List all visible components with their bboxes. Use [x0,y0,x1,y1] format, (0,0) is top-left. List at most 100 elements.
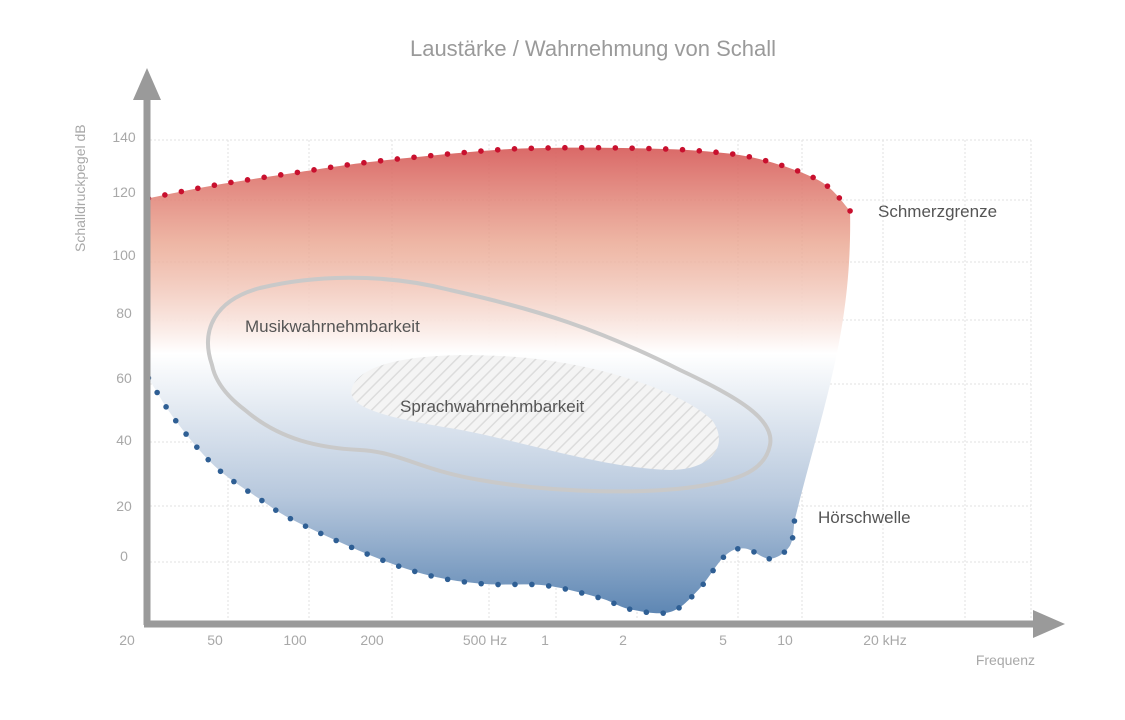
hearing-threshold-point [163,404,169,410]
x-tick-label: 50 [207,632,223,648]
x-tick-label: 200 [360,632,384,648]
pain-threshold-point [679,146,686,153]
pain-threshold-point [824,183,831,189]
pain-threshold-point [713,149,719,156]
x-tick-label: 20 [119,632,135,648]
hearing-threshold-point [154,389,160,396]
x-tick-label: 500 Hz [463,632,507,648]
pain-threshold-point [244,177,251,183]
x-axis-arrow-icon [1033,610,1065,638]
pain-threshold-point [545,145,551,151]
hearing-threshold-point [529,581,535,588]
hearing-threshold-point [348,544,355,551]
hearing-threshold-point [700,581,707,588]
hearing-threshold-point [364,551,370,557]
hearing-threshold-point [734,545,741,552]
pain-threshold-point [696,148,703,154]
x-tick-label: 10 [777,632,793,648]
pain-threshold-point [311,167,317,173]
hearing-threshold-point [380,557,386,564]
pain-threshold-point [612,145,619,151]
pain-threshold-point [478,148,484,154]
hearing-threshold-point [333,537,339,544]
pain-threshold-point [195,185,201,192]
hearing-threshold-point [643,609,650,616]
hearing-threshold-point [626,606,633,612]
pain-threshold-point [377,157,384,164]
hearing-threshold-point [272,507,279,513]
pain-threshold-point [461,149,468,156]
hearing-threshold-point [428,573,434,579]
pain-threshold-point [562,144,568,151]
hearing-threshold-point [318,530,324,537]
pain-threshold-point [178,188,185,195]
pain-threshold-point [794,168,801,174]
pain-threshold-point [361,159,367,166]
hearing-threshold-line [145,375,798,616]
pain-threshold-point [327,164,334,171]
hearing-threshold-point [495,581,501,588]
y-axis-arrow-icon [133,68,161,100]
x-tick-label: 20 kHz [863,632,907,648]
y-tick-label: 140 [112,129,136,145]
hearing-threshold-point [688,593,695,600]
hearing-threshold-point [710,567,716,574]
pain-threshold-label: Schmerzgrenze [878,202,997,221]
y-tick-label: 40 [116,432,132,448]
pain-threshold-point [762,157,769,164]
hearing-threshold-point [751,549,757,555]
hearing-threshold-point [205,456,211,463]
pain-threshold-point [394,156,401,162]
y-tick-label: 80 [116,305,132,321]
x-tick-label: 2 [619,632,627,648]
hearing-threshold-point [172,417,179,424]
pain-threshold-point [444,151,451,157]
music-region [206,275,773,494]
pain-threshold-line [145,144,853,214]
music-region-label: Musikwahrnehmbarkeit [245,317,420,336]
pain-threshold-point [494,146,501,153]
y-axis-label: Schalldruckpegel dB [72,124,88,252]
pain-threshold-point [528,145,535,152]
hearing-threshold-point [512,581,518,588]
hearing-threshold-label: Hörschwelle [818,508,911,527]
hearing-threshold-point [444,576,451,583]
hearing-threshold-point [781,549,788,555]
hearing-threshold-point [545,583,552,589]
hearing-threshold-point [302,523,309,529]
pain-threshold-point [411,154,417,161]
hearing-threshold-point [789,535,796,541]
hearing-threshold-point [194,444,200,450]
pain-threshold-point [662,146,669,152]
hearing-threshold-point [217,468,224,475]
pain-threshold-point [729,151,736,157]
y-tick-label: 100 [112,247,136,263]
hearing-threshold-point [259,497,265,504]
x-tick-label: 5 [719,632,727,648]
pain-threshold-point [646,145,652,152]
pain-threshold-point [228,179,234,186]
pain-threshold-point [511,146,518,152]
pain-threshold-point [578,144,585,151]
y-tick-label: 0 [120,548,128,564]
hearing-threshold-point [478,580,484,587]
hearing-threshold-point [676,605,682,611]
speech-region [351,355,719,470]
hearing-threshold-point [183,431,189,437]
hearing-threshold-point [231,478,237,485]
pain-threshold-point [261,174,267,181]
hearing-threshold-point [578,590,585,596]
pain-threshold-point [344,162,351,168]
pain-threshold-point [277,172,284,178]
x-tick-label: 1 [541,632,549,648]
hearing-threshold-point [766,556,773,562]
hearing-threshold-point [660,610,667,616]
speech-region-label: Sprachwahrnehmbarkeit [400,397,585,416]
pain-threshold-point [595,144,602,151]
chart-title: Laustärke / Wahrnehmung von Schall [410,36,776,61]
x-tick-label: 100 [283,632,307,648]
pain-threshold-point [847,208,853,214]
pain-threshold-point [810,174,816,181]
pain-threshold-point [294,169,301,176]
